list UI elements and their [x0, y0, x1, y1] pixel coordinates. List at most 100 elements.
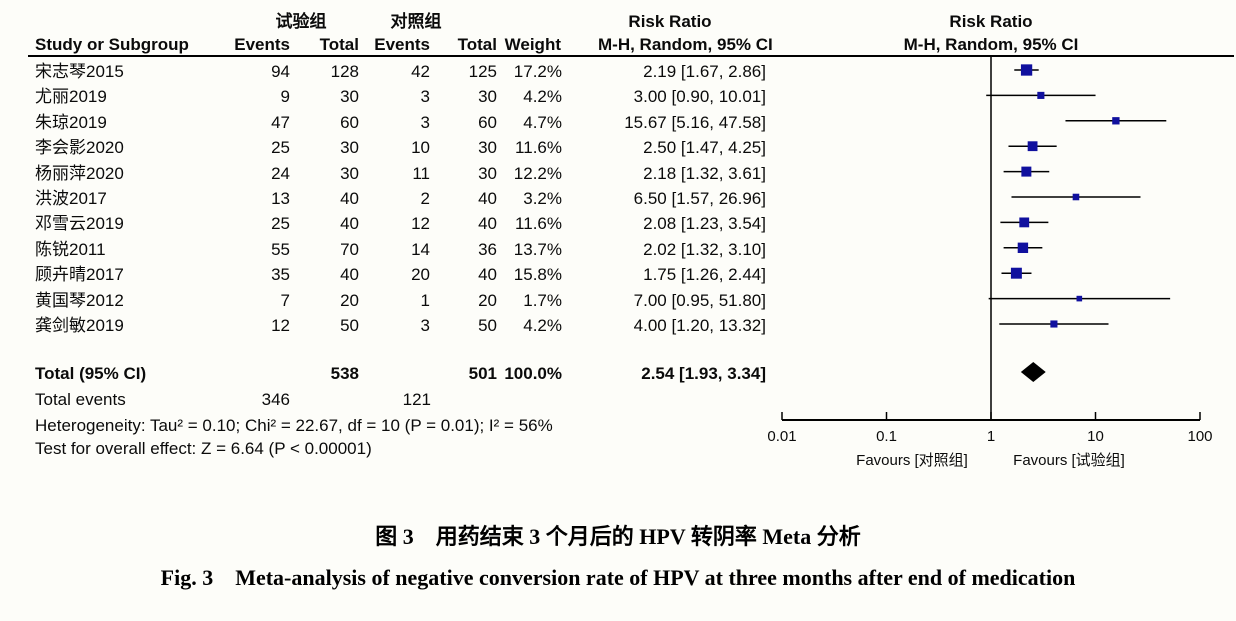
total-ci-value: 2.54 [1.93, 3.34]: [641, 364, 766, 383]
study-name: 龚剑敏2019: [35, 316, 124, 335]
method-column-header: M-H, Random, 95% CI: [598, 35, 773, 54]
cell-events-experimental: 94: [271, 62, 290, 81]
total-exp-value: 538: [330, 364, 359, 383]
cell-total-experimental: 70: [340, 239, 359, 259]
cell-weight: 13.7%: [513, 239, 562, 259]
cell-total-experimental: 40: [340, 189, 359, 208]
cell-weight: 11.6%: [515, 138, 562, 158]
effect-marker: [1017, 242, 1029, 254]
caption-english: Fig. 3 Meta-analysis of negative convers…: [160, 565, 1076, 590]
cell-risk-ratio-ci: 7.00 [0.95, 51.80]: [633, 290, 766, 310]
study-name: 陈锐2011: [35, 239, 106, 259]
caption-chinese: 图 3 用药结束 3 个月后的 HPV 转阴率 Meta 分析: [375, 524, 861, 549]
cell-total-control: 30: [478, 87, 497, 107]
study-name: 顾卉晴2017: [35, 265, 124, 285]
cell-events-control: 20: [411, 265, 430, 285]
cell-events-control: 14: [411, 239, 430, 259]
total-events-ctl-value: 121: [402, 390, 431, 409]
cell-total-experimental: 40: [340, 265, 359, 285]
cell-total-control: 60: [478, 112, 497, 132]
cell-risk-ratio-ci: 4.00 [1.20, 13.32]: [633, 316, 766, 335]
total-row-label: Total (95% CI): [35, 364, 147, 383]
cell-total-control: 125: [468, 62, 497, 81]
effect-marker: [1037, 91, 1045, 99]
cell-events-control: 12: [411, 214, 430, 234]
cell-events-experimental: 24: [271, 163, 290, 183]
study-name: 尤丽2019: [35, 87, 107, 107]
x-axis-tick-label: 0.01: [767, 428, 796, 445]
effect-marker: [1010, 267, 1022, 279]
study-name: 李会影2020: [35, 138, 124, 158]
total-events-label: Total events: [35, 390, 126, 409]
cell-weight: 3.2%: [523, 189, 562, 208]
study-name: 黄国琴2012: [35, 290, 124, 310]
cell-events-experimental: 25: [271, 214, 290, 234]
study-name: 宋志琴2015: [35, 62, 124, 81]
study-name: 杨丽萍2020: [35, 163, 124, 183]
cell-events-experimental: 55: [271, 239, 290, 259]
risk-ratio-plot-title: Risk Ratio: [949, 12, 1033, 31]
cell-events-experimental: 25: [271, 138, 290, 158]
cell-total-control: 40: [478, 189, 497, 208]
study-name: 邓雪云2019: [35, 214, 124, 234]
study-name: 洪波2017: [35, 189, 107, 208]
effect-marker: [1050, 320, 1058, 328]
cell-risk-ratio-ci: 1.75 [1.26, 2.44]: [643, 265, 766, 285]
x-axis-tick-label: 10: [1087, 428, 1104, 445]
cell-risk-ratio-ci: 2.19 [1.67, 2.86]: [643, 62, 766, 81]
cell-events-control: 11: [412, 163, 430, 183]
cell-risk-ratio-ci: 6.50 [1.57, 26.96]: [633, 189, 766, 208]
experimental-group-header: 试验组: [275, 12, 327, 31]
effect-marker: [1112, 117, 1120, 125]
x-axis-tick-label: 1: [987, 428, 995, 445]
x-axis-tick-label: 100: [1187, 428, 1212, 445]
effect-marker: [1072, 193, 1080, 201]
cell-events-control: 3: [420, 87, 430, 107]
cell-total-experimental: 20: [340, 290, 359, 310]
cell-events-experimental: 9: [280, 87, 290, 107]
cell-events-experimental: 47: [271, 112, 290, 132]
effect-marker: [1021, 166, 1032, 177]
total-ctl-column-header: Total: [457, 35, 497, 54]
cell-total-control: 20: [478, 290, 497, 310]
total-ctl-value: 501: [468, 364, 497, 383]
cell-total-experimental: 50: [340, 316, 359, 335]
favours-right-label: Favours [试验组]: [1013, 452, 1125, 469]
cell-risk-ratio-ci: 3.00 [0.90, 10.01]: [633, 87, 766, 107]
weight-column-header: Weight: [504, 35, 561, 54]
cell-weight: 4.2%: [523, 87, 562, 107]
events-ctl-column-header: Events: [374, 35, 430, 54]
cell-total-control: 36: [478, 239, 497, 259]
heterogeneity-text: Heterogeneity: Tau² = 0.10; Chi² = 22.67…: [35, 416, 553, 435]
cell-weight: 15.8%: [513, 265, 562, 285]
risk-ratio-column-title: Risk Ratio: [628, 12, 712, 31]
cell-total-control: 30: [478, 163, 497, 183]
events-exp-column-header: Events: [234, 35, 290, 54]
pooled-diamond: [1020, 362, 1046, 382]
study-name: 朱琼2019: [35, 112, 107, 132]
study-column-header: Study or Subgroup: [35, 35, 189, 54]
cell-risk-ratio-ci: 15.67 [5.16, 47.58]: [624, 112, 766, 132]
cell-total-control: 50: [478, 316, 497, 335]
cell-events-control: 10: [411, 138, 430, 158]
cell-events-experimental: 13: [271, 189, 290, 208]
cell-events-control: 3: [420, 112, 430, 132]
cell-events-experimental: 12: [271, 316, 290, 335]
cell-total-control: 30: [478, 138, 497, 158]
cell-weight: 4.7%: [523, 112, 562, 132]
effect-marker: [1019, 217, 1030, 228]
overall-effect-text: Test for overall effect: Z = 6.64 (P < 0…: [35, 439, 372, 458]
cell-weight: 4.2%: [523, 316, 562, 335]
cell-events-experimental: 35: [271, 265, 290, 285]
method-plot-header: M-H, Random, 95% CI: [903, 35, 1079, 54]
favours-left-label: Favours [对照组]: [856, 452, 968, 469]
cell-total-control: 40: [478, 265, 497, 285]
cell-total-experimental: 40: [340, 214, 359, 234]
total-weight-value: 100.0%: [504, 364, 562, 383]
cell-events-control: 42: [411, 62, 430, 81]
control-group-header: 对照组: [390, 12, 442, 31]
cell-total-experimental: 128: [330, 62, 359, 81]
cell-total-experimental: 30: [340, 163, 359, 183]
